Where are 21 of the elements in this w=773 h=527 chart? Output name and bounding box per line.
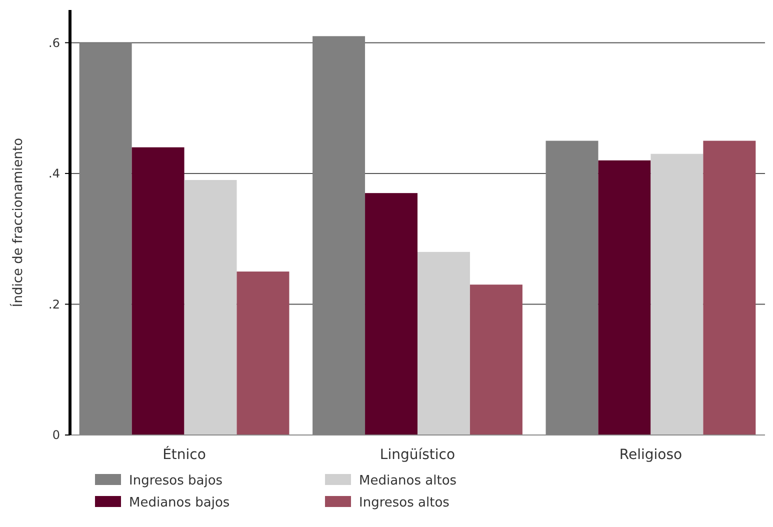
bar xyxy=(650,154,704,435)
legend-label: Ingresos bajos xyxy=(129,474,223,489)
bar xyxy=(365,193,418,435)
legend-label: Medianos altos xyxy=(359,474,457,489)
x-tick-label: Religioso xyxy=(619,447,682,463)
y-tick-label: .2 xyxy=(48,297,60,312)
y-axis-title: Índice de fraccionamiento xyxy=(9,138,26,308)
bar xyxy=(703,140,756,435)
legend-label: Ingresos altos xyxy=(359,496,450,511)
legend-label: Medianos bajos xyxy=(129,496,230,511)
x-tick-label: Lingüístico xyxy=(380,447,456,463)
y-tick-label: .6 xyxy=(48,36,60,50)
bar xyxy=(418,252,470,435)
bar xyxy=(184,180,237,435)
y-tick-label: 0 xyxy=(52,428,60,442)
bar xyxy=(470,284,522,435)
bar xyxy=(236,272,290,435)
bar xyxy=(598,160,651,435)
y-tick-label: .4 xyxy=(48,166,60,181)
bar xyxy=(132,147,184,435)
x-tick-label: Étnico xyxy=(162,446,206,463)
